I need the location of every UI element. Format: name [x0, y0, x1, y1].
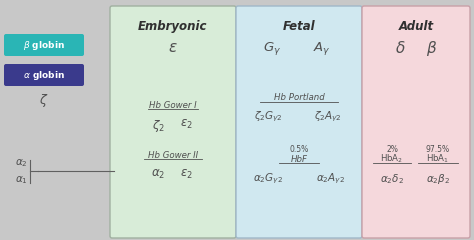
Text: $\alpha_2 G_{\gamma 2}$: $\alpha_2 G_{\gamma 2}$: [253, 172, 283, 186]
Text: 0.5%: 0.5%: [289, 145, 309, 155]
Text: Adult: Adult: [399, 20, 434, 33]
Text: $\alpha_2 A_{\gamma 2}$: $\alpha_2 A_{\gamma 2}$: [316, 172, 345, 186]
Text: $\alpha_2$: $\alpha_2$: [15, 157, 28, 169]
Text: $\zeta_2$: $\zeta_2$: [152, 118, 164, 134]
Text: $\varepsilon$: $\varepsilon$: [168, 41, 178, 55]
FancyBboxPatch shape: [236, 6, 362, 238]
FancyBboxPatch shape: [362, 6, 470, 238]
FancyBboxPatch shape: [110, 6, 236, 238]
Text: $\varepsilon_2$: $\varepsilon_2$: [180, 168, 192, 181]
Text: Hb Gower II: Hb Gower II: [148, 150, 198, 160]
FancyBboxPatch shape: [4, 34, 84, 56]
Text: Embryonic: Embryonic: [138, 20, 208, 33]
Text: $\beta$ globin: $\beta$ globin: [23, 38, 65, 52]
Text: $\delta$: $\delta$: [395, 40, 405, 56]
Text: Hb Gower I: Hb Gower I: [149, 101, 197, 109]
Text: $\alpha_2\beta_2$: $\alpha_2\beta_2$: [426, 172, 450, 186]
Text: HbF: HbF: [291, 155, 308, 163]
Text: Hb Portland: Hb Portland: [273, 94, 324, 102]
Text: $\zeta_2 G_{\gamma 2}$: $\zeta_2 G_{\gamma 2}$: [254, 110, 283, 124]
Text: Fetal: Fetal: [283, 20, 315, 33]
Text: $\zeta_2 A_{\gamma 2}$: $\zeta_2 A_{\gamma 2}$: [314, 110, 342, 124]
Text: 97.5%: 97.5%: [426, 145, 450, 155]
FancyBboxPatch shape: [4, 64, 84, 86]
Text: $\alpha_2\delta_2$: $\alpha_2\delta_2$: [380, 172, 404, 186]
Text: $A_\gamma$: $A_\gamma$: [313, 40, 331, 56]
Text: $\alpha$ globin: $\alpha$ globin: [23, 68, 65, 82]
Text: $G_\gamma$: $G_\gamma$: [263, 40, 281, 56]
Text: 2%: 2%: [386, 145, 398, 155]
Text: $\varepsilon_2$: $\varepsilon_2$: [180, 118, 192, 131]
Text: $\alpha_1$: $\alpha_1$: [15, 174, 28, 186]
Text: $\alpha_2$: $\alpha_2$: [151, 168, 165, 181]
Text: $\beta$: $\beta$: [426, 38, 438, 58]
Text: $\zeta$: $\zeta$: [39, 92, 49, 109]
Text: $\mathrm{HbA_1}$: $\mathrm{HbA_1}$: [427, 153, 450, 165]
Text: $\mathrm{HbA_2}$: $\mathrm{HbA_2}$: [381, 153, 404, 165]
